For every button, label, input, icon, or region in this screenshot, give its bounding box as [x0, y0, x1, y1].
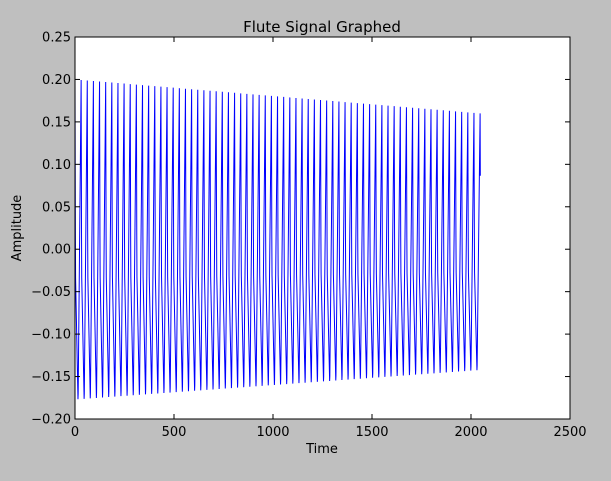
- y-tick-label: −0.15: [31, 370, 71, 385]
- series-layer: [74, 79, 481, 400]
- signal-line: [74, 79, 481, 400]
- y-axis-label: Amplitude: [10, 195, 25, 262]
- y-tick-label: −0.20: [31, 413, 71, 428]
- y-tick-label: −0.05: [31, 285, 71, 300]
- x-tick-label: 2500: [553, 425, 586, 440]
- x-tick-label: 1000: [256, 425, 289, 440]
- y-tick-label: 0.00: [42, 243, 71, 258]
- y-tick-label: 0.05: [42, 200, 71, 215]
- x-axis-label: Time: [305, 442, 338, 457]
- y-tick-label: 0.15: [42, 115, 71, 130]
- x-tick-label: 0: [71, 425, 79, 440]
- y-tick-label: −0.10: [31, 328, 71, 343]
- chart-title: Flute Signal Graphed: [243, 18, 401, 36]
- x-tick-label: 500: [162, 425, 187, 440]
- plot-frame: [74, 36, 571, 420]
- y-tick-label: 0.10: [42, 158, 71, 173]
- y-axis-ticks: −0.20 −0.15 −0.10 −0.05 0.00 0.05 0.10 0.15 0.20…: [31, 31, 570, 428]
- y-tick-label: 0.25: [42, 31, 71, 46]
- x-tick-label: 2000: [454, 425, 487, 440]
- x-tick-label: 1500: [355, 425, 388, 440]
- y-tick-label: 0.20: [42, 73, 71, 88]
- x-axis-ticks: 0 500 1000 1500 2000 2500: [71, 37, 587, 440]
